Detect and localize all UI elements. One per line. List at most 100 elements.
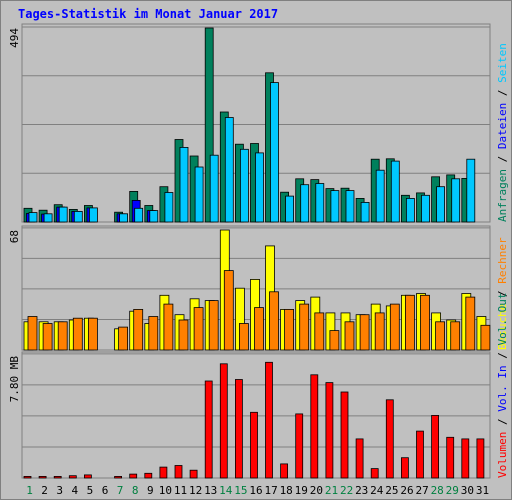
x-tick-label: 12 [189,484,202,497]
x-tick-label: 21 [325,484,338,497]
panel-anfragen [21,23,491,223]
chart-panels [21,23,491,479]
bar-seiten-day-2 [43,213,53,223]
bar-seiten-day-14 [224,117,234,223]
x-tick-label: 15 [234,484,247,497]
bar-seiten-day-10 [164,192,174,223]
bar-seiten-day-20 [315,183,325,223]
x-tick-label: 28 [431,484,444,497]
bar-volumen-day-30 [461,438,470,479]
x-tick-label: 25 [385,484,398,497]
bar-rechner-day-23 [359,314,370,351]
x-tick-label: 9 [147,484,154,497]
bar-volumen-day-27 [416,430,424,479]
bar-seiten-day-28 [436,186,446,223]
bar-rechner-day-14 [223,270,234,351]
bar-seiten-day-19 [300,184,310,223]
bar-rechner-day-7 [118,326,128,351]
bar-volumen-day-31 [476,438,485,479]
legend-separator: / [496,412,509,432]
legend-separator: / [496,149,509,169]
legend-item: Seiten [496,43,509,83]
bar-volumen-day-14 [219,363,228,479]
bar-seiten-day-22 [345,190,355,223]
legends: Anfragen / Dateien / Seiten Besuche / Rec… [496,43,509,478]
bar-volumen-day-19 [295,413,304,479]
bar-rechner-day-12 [193,307,204,351]
x-tick-label: 11 [174,484,187,497]
legend-besuche: Besuche / Rechner [496,237,509,350]
bar-seiten-day-7 [119,213,128,223]
x-tick-label: 8 [132,484,139,497]
bar-rechner-day-29 [450,321,461,351]
bar-volumen-day-10 [159,466,168,479]
bar-volumen-day-13 [204,380,213,479]
bar-seiten-day-29 [451,178,461,223]
x-tick-label: 6 [102,484,109,497]
x-tick-label: 20 [310,484,323,497]
bar-volumen-day-4 [68,475,77,479]
bar-volumen-day-29 [446,436,455,479]
bar-volumen-day-11 [174,465,183,479]
x-tick-label: 7 [117,484,124,497]
x-tick-label: 3 [56,484,63,497]
bar-rechner-day-15 [238,323,249,351]
bar-seiten-day-30 [466,158,476,223]
legend-separator: / [496,83,509,103]
bar-volumen-day-20 [310,374,319,479]
legend-item: Rechner [496,237,509,284]
panel-volumen [21,351,491,479]
bar-rechner-day-9 [148,316,159,351]
y-axis-labels: 494 68 7.80 MB [8,28,21,403]
bar-rechner-day-13 [208,300,219,351]
bar-volumen-day-21 [325,382,334,479]
bar-seiten-day-24 [375,169,385,223]
bar-rechner-day-25 [389,303,400,351]
bar-seiten-day-3 [58,206,68,223]
bar-rechner-day-27 [420,294,430,351]
bar-volumen-day-3 [53,475,62,479]
bar-rechner-day-20 [314,312,325,351]
x-tick-label: 22 [340,484,353,497]
bar-seiten-day-9 [149,210,159,223]
bar-rechner-day-17 [269,291,279,351]
bar-volumen-day-8 [129,473,138,479]
legend-item: Anfragen [496,169,509,222]
bar-volumen-day-24 [370,468,379,479]
bar-rechner-day-26 [404,294,415,351]
bar-seiten-day-26 [405,197,415,223]
bar-rechner-day-31 [480,324,491,351]
legend-separator: / [496,284,509,304]
bar-seiten-day-8 [134,207,144,223]
bar-seiten-day-5 [89,207,98,223]
bar-volumen-day-23 [355,438,364,479]
bar-rechner-day-19 [299,303,310,351]
bar-volumen-day-15 [234,379,243,479]
bar-volumen-day-5 [84,474,92,479]
bar-volumen-day-1 [23,475,32,479]
bar-rechner-day-2 [42,323,53,351]
x-tick-label: 10 [159,484,172,497]
bar-seiten-day-27 [421,194,430,223]
bar-volumen-day-28 [431,414,440,479]
bar-seiten-day-25 [390,160,400,223]
bar-rechner-day-22 [344,321,355,351]
ylabel-max-volumen: 7.80 MB [8,356,21,403]
bar-volumen-day-7 [114,475,122,479]
bar-rechner-day-24 [374,312,385,351]
bar-seiten-day-11 [179,146,189,223]
x-tick-label: 13 [204,484,217,497]
legend-separator: / [496,346,509,366]
bar-rechner-day-3 [57,321,68,351]
bar-anfragen-day-13 [204,27,214,223]
bar-rechner-day-10 [163,303,174,351]
bar-seiten-day-15 [239,148,249,223]
bar-volumen-day-25 [385,399,394,479]
bar-rechner-day-30 [465,296,476,351]
legend-item: Vol. In [496,365,509,411]
legend-item: Volumen [496,432,509,478]
bar-volumen-day-9 [144,472,153,479]
bar-seiten-day-1 [28,212,38,223]
legend-item: Dateien [496,103,509,149]
